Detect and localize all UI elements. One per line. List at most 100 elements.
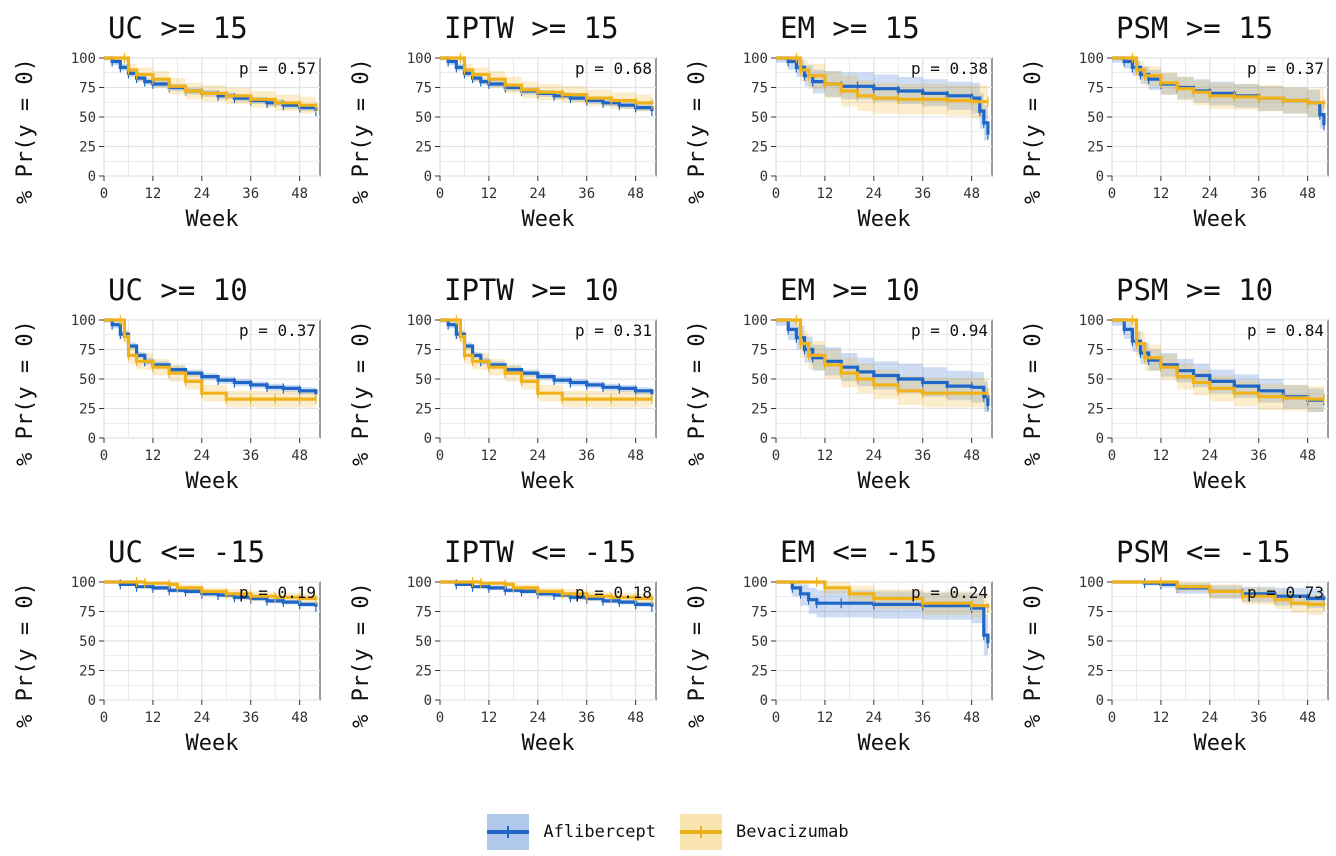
- y-tick-label: 50: [1087, 110, 1104, 126]
- x-tick-label: 36: [578, 710, 595, 726]
- legend-item-aflibercept: Aflibercept: [487, 814, 656, 850]
- panel-title: PSM >= 15: [1116, 11, 1273, 45]
- y-tick-label: 25: [415, 664, 432, 680]
- y-tick-label: 100: [743, 51, 768, 67]
- y-tick-label: 0: [1096, 169, 1104, 185]
- x-tick-label: 0: [100, 186, 108, 202]
- x-tick-label: 12: [480, 448, 497, 464]
- x-tick-label: 36: [1250, 448, 1267, 464]
- x-tick-label: 48: [1299, 448, 1316, 464]
- x-axis-title: Week: [858, 207, 911, 232]
- x-tick-label: 12: [816, 710, 833, 726]
- y-tick-label: 100: [1079, 313, 1104, 329]
- x-tick-label: 36: [914, 186, 931, 202]
- y-axis-title: % Pr(y = 0): [1021, 582, 1046, 728]
- y-tick-label: 50: [751, 110, 768, 126]
- y-tick-label: 100: [71, 575, 96, 591]
- panel-title: PSM >= 10: [1116, 273, 1273, 307]
- panel-title: EM >= 10: [780, 273, 920, 307]
- x-tick-label: 48: [963, 186, 980, 202]
- y-tick-label: 75: [415, 343, 432, 359]
- panel-title: UC >= 15: [108, 11, 248, 45]
- legend-key-aflibercept: [487, 814, 530, 850]
- x-tick-label: 24: [529, 448, 546, 464]
- x-tick-label: 24: [193, 710, 210, 726]
- y-tick-label: 25: [415, 140, 432, 156]
- ci-band-bevacizumab: [1112, 58, 1324, 119]
- y-tick-label: 25: [1087, 140, 1104, 156]
- km-panel-2: IPTW >= 15 p = 0.68 0 25 50 75 100 0 12 24 36 48 Wee…: [349, 11, 657, 232]
- y-axis-title: % Pr(y = 0): [685, 58, 710, 204]
- y-tick-label: 25: [1087, 402, 1104, 418]
- y-tick-label: 0: [424, 431, 432, 447]
- y-tick-label: 75: [415, 81, 432, 97]
- y-tick-label: 25: [415, 402, 432, 418]
- x-tick-label: 12: [1152, 448, 1169, 464]
- y-tick-label: 75: [79, 605, 96, 621]
- km-line-bevacizumab: [440, 56, 654, 105]
- x-tick-label: 0: [436, 710, 444, 726]
- x-axis-title: Week: [858, 731, 911, 756]
- x-tick-label: 0: [436, 186, 444, 202]
- x-axis-title: Week: [1194, 207, 1247, 232]
- y-tick-label: 50: [1087, 634, 1104, 650]
- x-tick-label: 0: [1108, 186, 1116, 202]
- x-tick-label: 48: [291, 448, 308, 464]
- legend-item-bevacizumab: Bevacizumab: [680, 814, 849, 850]
- panel-title: IPTW >= 15: [444, 11, 619, 45]
- x-tick-label: 12: [144, 186, 161, 202]
- x-axis-title: Week: [186, 469, 239, 494]
- y-axis-title: % Pr(y = 0): [13, 320, 38, 466]
- y-axis-title: % Pr(y = 0): [1021, 58, 1046, 204]
- y-tick-label: 75: [751, 343, 768, 359]
- y-tick-label: 50: [415, 110, 432, 126]
- x-tick-label: 24: [1201, 710, 1218, 726]
- p-value-label: p = 0.18: [575, 583, 652, 602]
- x-tick-label: 36: [914, 710, 931, 726]
- y-tick-label: 0: [1096, 693, 1104, 709]
- x-tick-label: 0: [436, 448, 444, 464]
- y-tick-label: 75: [751, 605, 768, 621]
- x-tick-label: 36: [1250, 186, 1267, 202]
- x-tick-label: 12: [816, 448, 833, 464]
- ci-band-aflibercept: [1112, 582, 1324, 610]
- x-tick-label: 48: [963, 448, 980, 464]
- x-tick-label: 12: [144, 448, 161, 464]
- p-value-label: p = 0.37: [239, 321, 316, 340]
- km-panel-9: UC <= -15 p = 0.19 0 25 50 75 100 0 12 24 36 48 Week…: [13, 535, 321, 756]
- x-tick-label: 24: [193, 186, 210, 202]
- km-panel-3: EM >= 15 p = 0.38 0 25 50 75 100 0 12 24 36 48 Week%…: [685, 11, 993, 232]
- x-tick-label: 0: [1108, 448, 1116, 464]
- panel-title: EM >= 15: [780, 11, 920, 45]
- km-line-bevacizumab: [104, 56, 318, 108]
- x-tick-label: 0: [1108, 710, 1116, 726]
- y-tick-label: 0: [88, 169, 96, 185]
- y-tick-label: 100: [407, 575, 432, 591]
- x-tick-label: 36: [578, 448, 595, 464]
- x-tick-label: 48: [1299, 710, 1316, 726]
- km-line-bevacizumab: [1112, 56, 1326, 105]
- y-tick-label: 50: [751, 634, 768, 650]
- x-tick-label: 48: [627, 710, 644, 726]
- y-tick-label: 100: [71, 313, 96, 329]
- p-value-label: p = 0.24: [911, 583, 988, 602]
- x-tick-label: 24: [865, 448, 882, 464]
- x-axis-title: Week: [522, 207, 575, 232]
- y-tick-label: 25: [751, 664, 768, 680]
- x-tick-label: 0: [772, 186, 780, 202]
- x-tick-label: 36: [578, 186, 595, 202]
- ci-band-aflibercept: [776, 320, 988, 421]
- y-tick-label: 0: [424, 169, 432, 185]
- p-value-label: p = 0.84: [1247, 321, 1324, 340]
- y-tick-label: 50: [1087, 372, 1104, 388]
- x-tick-label: 12: [144, 710, 161, 726]
- y-tick-label: 0: [424, 693, 432, 709]
- x-axis-title: Week: [1194, 469, 1247, 494]
- x-tick-label: 12: [816, 186, 833, 202]
- y-tick-label: 50: [415, 634, 432, 650]
- y-tick-label: 100: [407, 51, 432, 67]
- y-tick-label: 75: [751, 81, 768, 97]
- panel-title: IPTW >= 10: [444, 273, 619, 307]
- x-tick-label: 12: [480, 186, 497, 202]
